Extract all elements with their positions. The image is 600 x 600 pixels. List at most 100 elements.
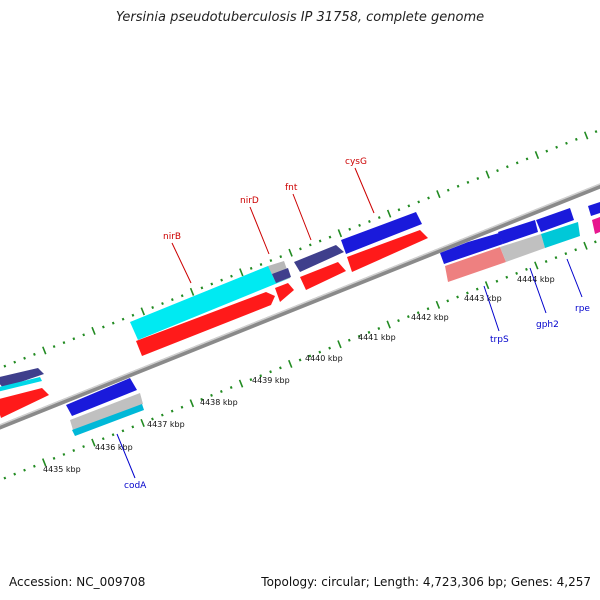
inner-rail-minor-tick — [308, 354, 312, 358]
outer-rail-minor-tick — [348, 227, 352, 231]
forward-gene-labels: nirB nirD fnt cysG — [163, 157, 375, 284]
gene-label-gph2[interactable]: gph2 — [536, 320, 559, 330]
inner-rail-major-tick — [238, 379, 244, 388]
gene-feature-nirB-red[interactable] — [136, 292, 275, 356]
inner-rail-minor-tick — [13, 472, 17, 476]
gene-feature-navy-small[interactable] — [272, 268, 291, 283]
tick-label-4444: 4444 kbp — [517, 275, 555, 284]
outer-rail-minor-tick — [407, 204, 411, 208]
length-value: 4,723,306 bp — [422, 575, 503, 589]
length-label: Length: — [373, 575, 420, 589]
outer-rail-minor-tick — [249, 266, 253, 270]
gene-feature-cysG-blue[interactable] — [341, 212, 422, 254]
outer-rail-minor-tick — [210, 282, 214, 286]
inner-rail-minor-tick — [298, 358, 302, 362]
gene-feature-trpS-pink[interactable] — [445, 247, 506, 282]
outer-rail-minor-tick — [328, 235, 332, 239]
inner-rail-minor-tick — [456, 295, 459, 299]
inner-rail-minor-tick — [347, 338, 351, 342]
reverse-gene-labels: codA trpS gph2 rpe — [116, 258, 590, 491]
gene-label-nirB[interactable]: nirB — [163, 232, 181, 242]
tick-label-4439: 4439 kbp — [252, 376, 290, 385]
inner-rail-minor-tick — [446, 299, 450, 303]
gene-feature-nirB-cyan[interactable] — [130, 266, 290, 340]
outer-rail-minor-tick — [151, 305, 155, 309]
inner-rail-minor-tick — [121, 429, 125, 433]
gene-feature-fnt-red[interactable] — [300, 262, 346, 290]
gene-label-codA[interactable]: codA — [124, 481, 147, 491]
inner-rail-minor-tick — [82, 445, 85, 449]
leader-line-cysG — [354, 167, 375, 214]
inner-rail-minor-tick — [475, 287, 479, 291]
gene-label-trpS[interactable]: trpS — [490, 335, 509, 345]
inner-rail-minor-tick — [593, 240, 597, 244]
gene-feature-rpe-cyan[interactable] — [541, 222, 580, 248]
leader-line-rpe — [566, 258, 583, 298]
inner-rail-minor-tick — [377, 326, 381, 330]
gene-feature-rpe-blue[interactable] — [536, 208, 574, 232]
outer-rail-major-tick — [386, 209, 392, 218]
outer-rail-minor-tick — [269, 259, 273, 263]
inner-rail-minor-tick — [101, 437, 105, 441]
leader-line-trpS — [483, 285, 500, 332]
outer-rail-minor-tick — [505, 165, 509, 169]
outer-rail-minor-tick — [23, 356, 26, 360]
gene-label-fnt[interactable]: fnt — [285, 183, 298, 193]
outer-rail-minor-tick — [574, 137, 578, 141]
gene-label-cysG[interactable]: cysG — [345, 157, 367, 167]
gene-feature-trpS-blue[interactable] — [440, 233, 503, 264]
gene-feature-gph2-gray[interactable] — [500, 234, 545, 262]
topology-label: Topology: — [261, 575, 318, 589]
outer-rail-major-tick — [91, 326, 96, 335]
leader-line-nirB — [171, 242, 192, 284]
gene-feature-left-navy[interactable] — [0, 368, 44, 388]
inner-rail-major-tick — [140, 418, 145, 427]
outer-rail-minor-tick — [111, 321, 115, 325]
inner-rail-minor-tick — [564, 252, 568, 256]
gene-label-nirD[interactable]: nirD — [240, 196, 259, 206]
inner-rail-minor-tick — [229, 386, 233, 390]
outer-rail-minor-tick — [377, 216, 381, 220]
outer-rail-minor-tick — [259, 262, 263, 266]
leader-line-fnt — [292, 193, 312, 241]
genes-label: Genes: — [510, 575, 553, 589]
inner-rail-minor-tick — [180, 405, 184, 409]
tick-label-4438: 4438 kbp — [200, 398, 238, 407]
inner-rail-minor-tick — [52, 456, 56, 460]
outer-rail-minor-tick — [515, 161, 519, 165]
inner-rail-minor-tick — [131, 425, 135, 429]
gene-feature-fnt-navy[interactable] — [294, 245, 344, 272]
outer-rail-minor-tick — [466, 180, 470, 184]
inner-rail-major-tick — [91, 438, 96, 447]
leader-line-nirD — [249, 206, 270, 255]
gene-feature-right-blue[interactable] — [588, 202, 600, 216]
outer-rail-minor-tick — [446, 188, 450, 192]
gene-feature-codA-gray[interactable] — [70, 393, 143, 430]
gene-feature-gph2-blue[interactable] — [498, 220, 538, 244]
gene-feature-left-red[interactable] — [0, 388, 49, 418]
leader-line-gph2 — [529, 267, 547, 314]
outer-rail-minor-tick — [62, 341, 66, 345]
outer-rail-minor-tick — [545, 149, 549, 153]
gene-feature-left-cyan[interactable] — [0, 377, 42, 392]
inner-rail-minor-tick — [111, 433, 115, 437]
gene-feature-nirD-red[interactable] — [275, 283, 294, 302]
inner-rail-major-tick — [435, 300, 441, 309]
outer-rail-minor-tick — [230, 274, 233, 278]
gene-feature-codA-blue[interactable] — [66, 378, 137, 416]
gene-feature-right-magenta[interactable] — [592, 217, 600, 234]
inner-rail-minor-tick — [367, 330, 371, 334]
accession-value: NC_009708 — [76, 575, 146, 589]
outer-rail-minor-tick — [417, 200, 421, 204]
gene-label-rpe[interactable]: rpe — [575, 304, 590, 314]
outer-rail-minor-tick — [170, 298, 174, 302]
gene-feature-codA-cyan[interactable] — [72, 404, 144, 436]
outer-rail-minor-tick — [555, 145, 558, 149]
outer-rail-minor-tick — [3, 364, 7, 368]
outer-rail-minor-tick — [13, 360, 17, 364]
inner-rail-minor-tick — [219, 389, 223, 393]
outer-rail-minor-tick — [72, 337, 76, 341]
gene-feature-cysG-red[interactable] — [347, 230, 428, 272]
inner-rail-minor-tick — [259, 374, 263, 378]
